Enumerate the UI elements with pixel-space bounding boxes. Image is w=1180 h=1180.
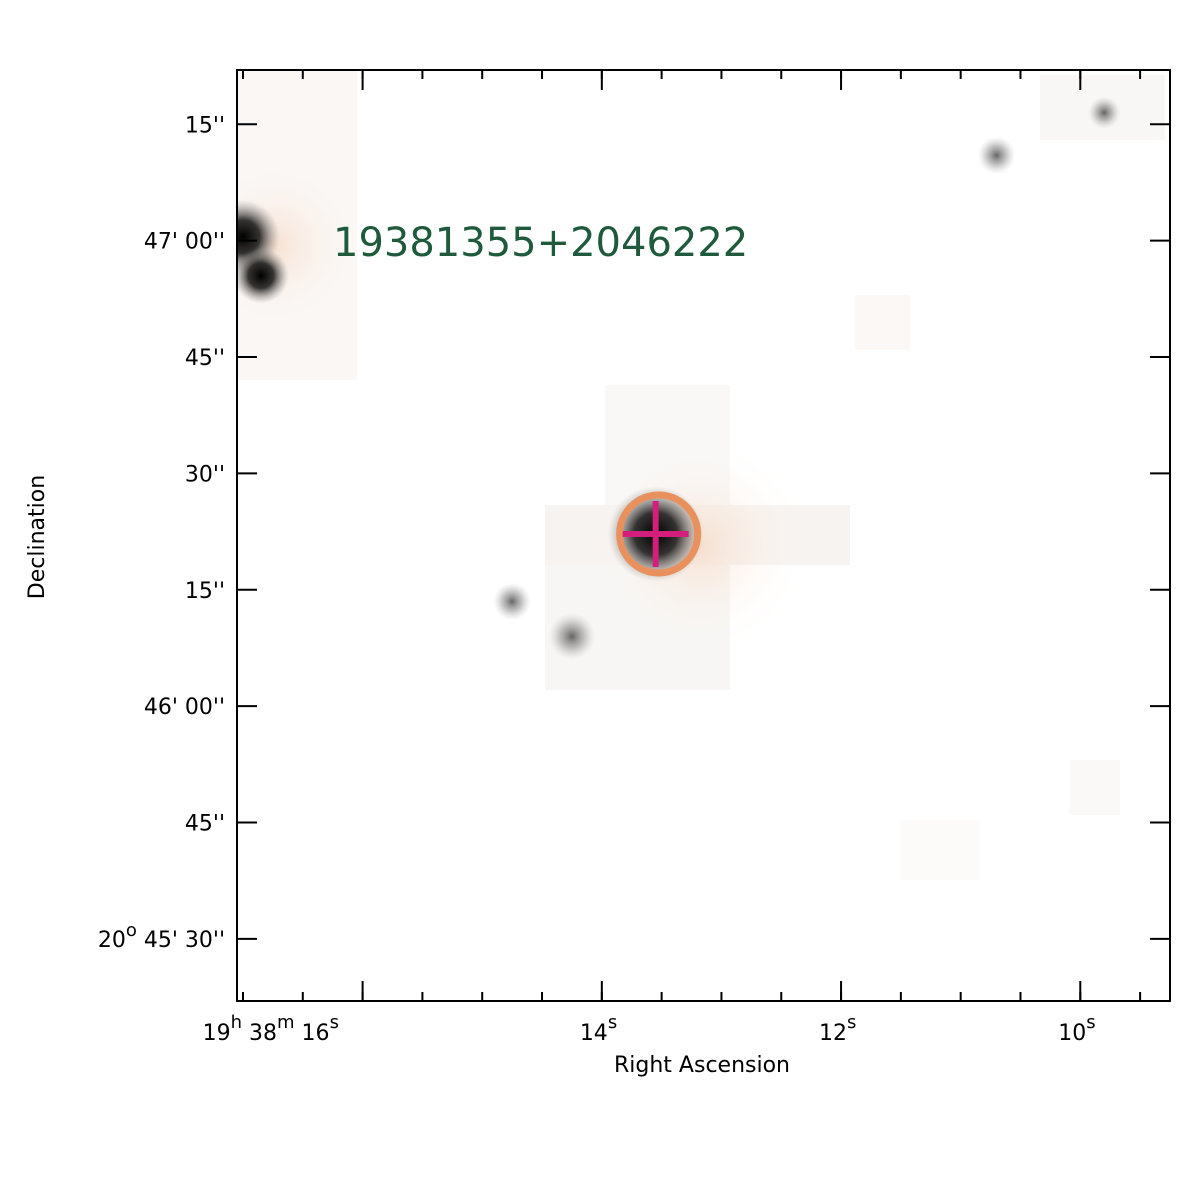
field-stars [237,96,1121,660]
x-tick-label: 12s [819,1012,856,1046]
x-tick-label-unit: s [847,1012,856,1033]
target-name-label: 19381355+2046222 [333,220,748,266]
x-tick-label-part: 16 [295,1021,330,1046]
x-tick-label-part: s [330,1012,339,1033]
y-tick-label-rest: 45' 30'' [137,928,225,953]
x-tick-label-part: m [277,1012,295,1033]
x-tick-label-part: h [231,1012,242,1033]
y-tick-label-degree-sign: o [126,920,137,941]
plot-frame [236,69,1171,1002]
y-axis-title: Declination [25,475,50,599]
x-tick-label-unit: s [1086,1012,1095,1033]
x-tick-label: 19h 38m 16s [203,1012,339,1046]
y-tick-label: 30'' [185,462,225,487]
y-tick-label-degrees: 20 [98,928,126,953]
x-tick-label-value: 14 [580,1021,608,1046]
field-star [548,612,596,660]
x-tick-label: 14s [580,1012,617,1046]
x-tick-label-value: 10 [1058,1021,1086,1046]
background-patch [1070,760,1120,815]
axis-ticks [237,70,1170,1001]
target-circle [616,491,702,577]
x-tick-label-unit: s [608,1012,617,1033]
x-tick-label: 10s [1058,1012,1095,1046]
background-patch [900,820,980,880]
target-marker [616,491,702,577]
image-layer [237,70,1165,880]
y-tick-label: 45'' [185,812,225,837]
x-tick-label-part: 19 [203,1021,231,1046]
field-star [493,582,532,621]
x-tick-label-value: 12 [819,1021,847,1046]
plot-border [236,69,1171,1002]
field-star [1087,96,1121,129]
background-patch [855,295,910,350]
y-tick-label: 45'' [185,346,225,371]
y-tick-label: 47' 00'' [144,230,225,255]
y-tick-label: 15'' [185,113,225,138]
y-tick-label: 20o 45' 30'' [98,920,225,953]
x-axis-title: Right Ascension [614,1053,790,1078]
x-tick-label-part: 38 [242,1021,277,1046]
field-star [237,247,289,304]
y-tick-label: 46' 00'' [144,695,225,720]
field-star [977,136,1016,175]
y-tick-label: 15'' [185,579,225,604]
